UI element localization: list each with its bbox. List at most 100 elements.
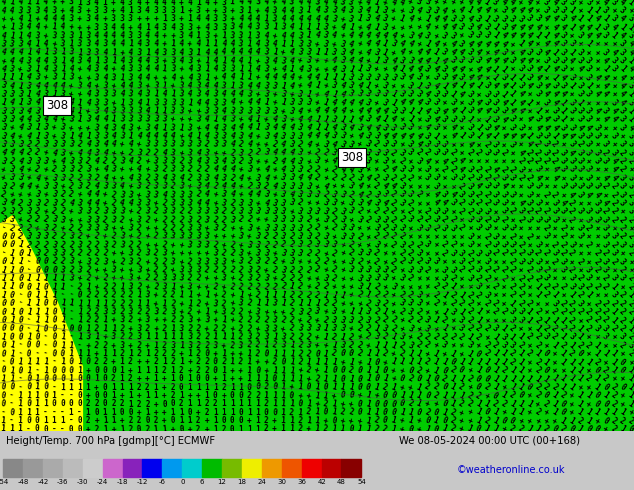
Text: 3: 3: [255, 31, 261, 41]
Text: 4: 4: [609, 115, 619, 124]
Text: 3: 3: [68, 232, 74, 242]
Text: +: +: [550, 265, 559, 275]
Text: 4: 4: [127, 173, 134, 183]
Text: 0: 0: [432, 424, 439, 434]
Text: 3: 3: [296, 231, 304, 242]
Text: 4: 4: [618, 90, 627, 99]
Text: 4: 4: [431, 64, 440, 74]
Text: 2: 2: [204, 357, 209, 367]
Text: 4: 4: [204, 48, 210, 57]
Text: 4: 4: [288, 122, 295, 133]
Text: 2: 2: [8, 156, 15, 166]
Text: 0: 0: [373, 357, 380, 367]
Text: 3: 3: [389, 39, 398, 49]
Text: 1: 1: [68, 39, 74, 49]
Text: 4: 4: [499, 0, 508, 7]
Text: +: +: [575, 39, 585, 49]
Text: +: +: [262, 140, 269, 149]
Text: 1: 1: [576, 407, 585, 417]
Text: 4: 4: [67, 198, 75, 208]
Text: 2: 2: [313, 173, 321, 183]
Text: 1: 1: [17, 399, 23, 409]
Text: 1: 1: [230, 0, 235, 7]
Text: 1: 1: [440, 81, 449, 91]
Text: 1: 1: [51, 273, 58, 283]
Text: 4: 4: [304, 131, 313, 141]
Text: 2: 2: [263, 383, 269, 392]
Text: +: +: [59, 114, 66, 124]
Text: 2: 2: [575, 290, 585, 300]
Text: +: +: [271, 98, 278, 108]
Text: 3: 3: [102, 56, 108, 66]
Text: 2: 2: [567, 307, 576, 317]
Text: 3: 3: [550, 5, 559, 16]
Text: +: +: [144, 156, 151, 166]
Text: 1: 1: [576, 424, 585, 434]
Text: 2: 2: [584, 307, 593, 317]
Text: +: +: [16, 131, 24, 141]
Text: 1: 1: [247, 399, 252, 409]
Text: 3: 3: [254, 173, 261, 183]
Text: 4: 4: [618, 31, 627, 41]
Text: +: +: [465, 223, 474, 233]
Text: +: +: [507, 273, 517, 283]
Text: +: +: [313, 64, 321, 74]
Text: 1: 1: [162, 332, 167, 342]
Text: 3: 3: [423, 257, 432, 267]
Text: 1: 1: [389, 89, 398, 99]
Text: 2: 2: [507, 265, 517, 275]
Text: +: +: [533, 190, 543, 199]
Text: 4: 4: [355, 131, 364, 141]
Text: 0: 0: [0, 257, 7, 267]
Text: 1: 1: [550, 73, 559, 82]
Text: 3: 3: [145, 316, 150, 325]
Text: 4: 4: [482, 64, 491, 74]
Text: 2: 2: [414, 240, 424, 250]
Text: 4: 4: [609, 165, 619, 174]
Text: 0: 0: [272, 374, 278, 384]
Text: +: +: [398, 81, 406, 91]
Text: 2: 2: [508, 391, 517, 401]
Text: 2: 2: [51, 206, 58, 217]
Text: 1: 1: [541, 357, 550, 367]
Text: 1: 1: [592, 23, 602, 32]
Text: +: +: [86, 391, 91, 400]
Text: 3: 3: [280, 248, 287, 258]
Text: 2: 2: [618, 307, 627, 317]
Text: +: +: [271, 173, 278, 183]
Text: +: +: [398, 424, 405, 434]
Text: 3: 3: [423, 131, 432, 141]
Text: 1: 1: [576, 374, 585, 384]
Text: 1: 1: [247, 374, 252, 384]
Text: 0: 0: [541, 391, 550, 401]
Text: 3: 3: [482, 81, 491, 91]
Text: 3: 3: [170, 64, 176, 74]
Text: 4: 4: [406, 73, 415, 82]
Text: 3: 3: [187, 341, 193, 350]
Text: 1: 1: [330, 73, 338, 82]
Text: 4: 4: [288, 23, 295, 32]
Text: +: +: [600, 190, 611, 199]
Text: 2: 2: [187, 324, 193, 333]
Text: +: +: [347, 215, 355, 225]
Text: +: +: [448, 206, 457, 216]
Text: 2: 2: [406, 240, 415, 250]
Text: 3: 3: [321, 231, 330, 242]
Text: 3: 3: [575, 115, 585, 124]
Text: 2: 2: [380, 231, 389, 242]
Text: +: +: [76, 89, 82, 99]
Text: 3: 3: [583, 207, 593, 216]
Text: 2: 2: [372, 181, 381, 191]
Text: +: +: [423, 273, 432, 283]
Text: 4: 4: [280, 156, 287, 166]
Text: +: +: [186, 181, 193, 191]
Text: +: +: [398, 140, 406, 149]
Text: 3: 3: [363, 156, 372, 166]
Text: 1: 1: [431, 48, 440, 57]
Text: 3: 3: [465, 56, 474, 66]
Text: -: -: [68, 416, 74, 425]
Text: +: +: [389, 81, 398, 91]
Text: 2: 2: [34, 165, 41, 174]
Text: 1: 1: [306, 6, 312, 15]
Text: 3: 3: [170, 273, 176, 283]
